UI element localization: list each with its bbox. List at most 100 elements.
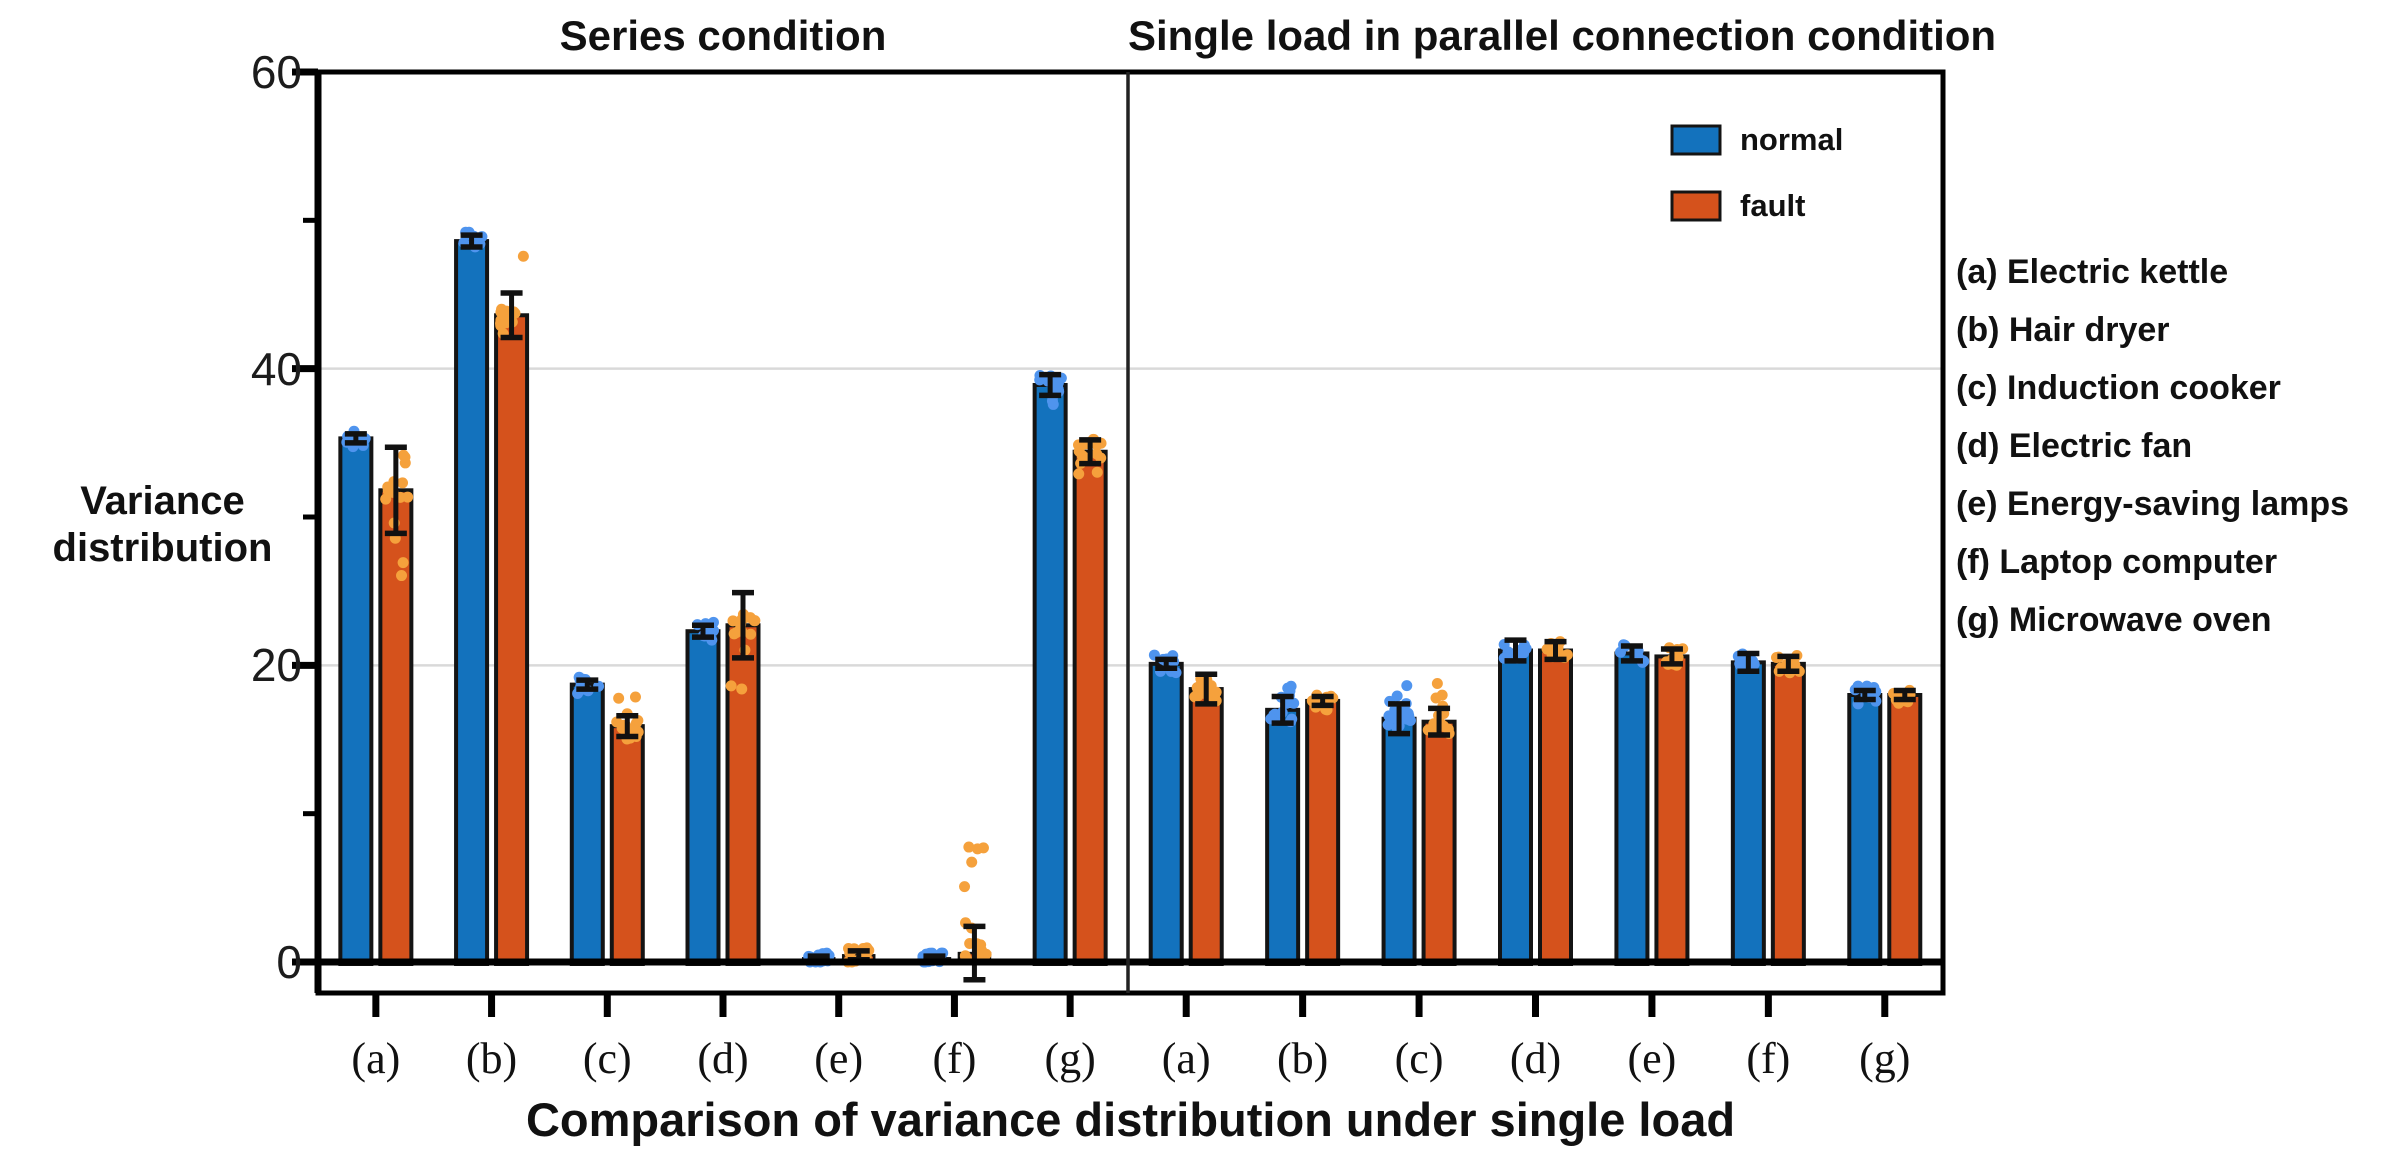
scatter-point — [1391, 690, 1403, 702]
x-tick-label-parallel-(a): (a) — [1161, 1034, 1211, 1083]
bar-fault-parallel-(g) — [1887, 693, 1923, 966]
bar-normal-series-(g) — [1032, 382, 1068, 966]
scatter-point — [1210, 686, 1222, 698]
bar-normal-parallel-(c) — [1381, 716, 1417, 966]
x-tick-label-series-(d): (d) — [697, 1034, 749, 1083]
scatter-point — [748, 615, 760, 627]
x-axis-title: Comparison of variance distribution unde… — [525, 1093, 1736, 1146]
y-tick-label-40: 40 — [250, 342, 302, 395]
legend-swatch-fault — [1670, 190, 1722, 222]
bar-normal-parallel-(a) — [1148, 661, 1184, 966]
scatter-point — [1091, 466, 1103, 478]
bar-fault-parallel-(d) — [1538, 648, 1573, 966]
bar-fault-series-(d) — [725, 623, 761, 966]
scatter-point — [495, 306, 507, 318]
annotation-electric-kettle: (a) Electric kettle — [1956, 253, 2229, 291]
y-axis-label: Variance distribution — [15, 478, 310, 572]
scatter-point — [397, 557, 409, 569]
bar-normal-parallel-(f) — [1730, 660, 1766, 966]
y-axis-label-line2: distribution — [52, 526, 273, 570]
bar-fault-series-(b) — [494, 313, 530, 966]
scatter-point — [959, 881, 971, 893]
x-tick-label-parallel-(b): (b) — [1276, 1034, 1329, 1083]
scatter-point — [397, 477, 409, 489]
bar-normal-parallel-(g) — [1847, 693, 1883, 966]
scatter-point — [977, 842, 989, 854]
appliance-annotations: (a) Electric kettle (b) Hair dryer (c) I… — [1956, 243, 2392, 649]
bar-normal-parallel-(e) — [1614, 651, 1650, 966]
bar-fault-parallel-(e) — [1654, 654, 1690, 967]
scatter-point — [1189, 691, 1201, 703]
scatter-point — [399, 451, 411, 463]
panel-title-parallel: Single load in parallel connection condi… — [1128, 12, 1997, 59]
legend-label-fault: fault — [1740, 188, 1806, 223]
bar-normal-series-(a) — [338, 436, 374, 966]
bar-fault-series-(g) — [1072, 449, 1108, 966]
bar-fault-parallel-(f) — [1770, 661, 1806, 966]
y-axis-label-line1: Variance — [80, 479, 245, 523]
annotation-induction-cooker: (c) Induction cooker — [1956, 369, 2281, 407]
bar-normal-series-(c) — [569, 682, 605, 966]
scatter-point — [1735, 656, 1747, 668]
x-tick-label-series-(a): (a) — [351, 1034, 401, 1083]
x-tick-label-parallel-(c): (c) — [1394, 1034, 1444, 1083]
scatter-point — [1052, 382, 1064, 394]
scatter-point — [611, 716, 623, 728]
x-tick-label-parallel-(d): (d) — [1509, 1034, 1562, 1083]
scatter-point — [963, 841, 975, 853]
scatter-point — [1073, 445, 1085, 457]
scatter-point — [727, 615, 739, 627]
scatter-point — [629, 691, 641, 703]
annotation-microwave-oven: (g) Microwave oven — [1956, 601, 2272, 639]
legend-label-normal: normal — [1740, 122, 1844, 157]
scatter-point — [736, 683, 748, 695]
annotation-energy-saving-lamps: (e) Energy-saving lamps — [1956, 485, 2350, 523]
bar-normal-parallel-(b) — [1265, 707, 1301, 966]
y-tick-label-60: 60 — [250, 46, 302, 98]
x-tick-label-series-(f): (f) — [932, 1034, 977, 1083]
scatter-point — [380, 493, 392, 505]
legend-swatch-normal — [1670, 124, 1722, 156]
x-tick-label-series-(g): (g) — [1044, 1034, 1096, 1083]
scatter-point — [517, 250, 529, 262]
y-tick-label-20: 20 — [250, 639, 302, 692]
scatter-point — [1442, 723, 1454, 735]
scatter-point — [613, 692, 625, 704]
x-tick-label-series-(c): (c) — [582, 1034, 632, 1083]
bar-fault-series-(c) — [609, 724, 645, 967]
x-tick-label-parallel-(f): (f) — [1746, 1034, 1791, 1083]
scatter-point — [1091, 448, 1103, 460]
scatter-point — [745, 628, 757, 640]
annotation-electric-fan: (d) Electric fan — [1956, 427, 2193, 465]
annotation-laptop-computer: (f) Laptop computer — [1956, 543, 2278, 581]
annotation-hair-dryer: (b) Hair dryer — [1956, 311, 2170, 349]
scatter-point — [396, 570, 408, 582]
scatter-point — [728, 628, 740, 640]
x-tick-label-parallel-(g): (g) — [1859, 1034, 1911, 1083]
x-tick-label-series-(e): (e) — [814, 1034, 864, 1083]
x-tick-label-parallel-(e): (e) — [1627, 1034, 1677, 1083]
scatter-point — [1431, 677, 1443, 689]
bar-normal-series-(b) — [454, 239, 490, 967]
bar-normal-parallel-(d) — [1498, 648, 1533, 966]
y-tick-label-0: 0 — [276, 936, 302, 988]
bar-normal-series-(d) — [685, 629, 721, 966]
bar-fault-parallel-(a) — [1188, 687, 1224, 966]
scatter-point — [1073, 468, 1085, 480]
bar-fault-parallel-(c) — [1421, 719, 1457, 967]
bar-fault-parallel-(b) — [1305, 698, 1341, 967]
scatter-point — [959, 950, 971, 962]
legend-box — [1650, 92, 1855, 252]
scatter-point — [1518, 647, 1530, 659]
scatter-point — [1046, 395, 1058, 407]
scatter-point — [966, 856, 978, 868]
scatter-point — [1382, 719, 1394, 731]
scatter-point — [1436, 689, 1448, 701]
panel-title-series: Series condition — [559, 12, 887, 59]
scatter-point — [1282, 682, 1294, 694]
scatter-point — [725, 680, 737, 692]
scatter-point — [1401, 680, 1413, 692]
x-tick-label-series-(b): (b) — [465, 1034, 518, 1083]
